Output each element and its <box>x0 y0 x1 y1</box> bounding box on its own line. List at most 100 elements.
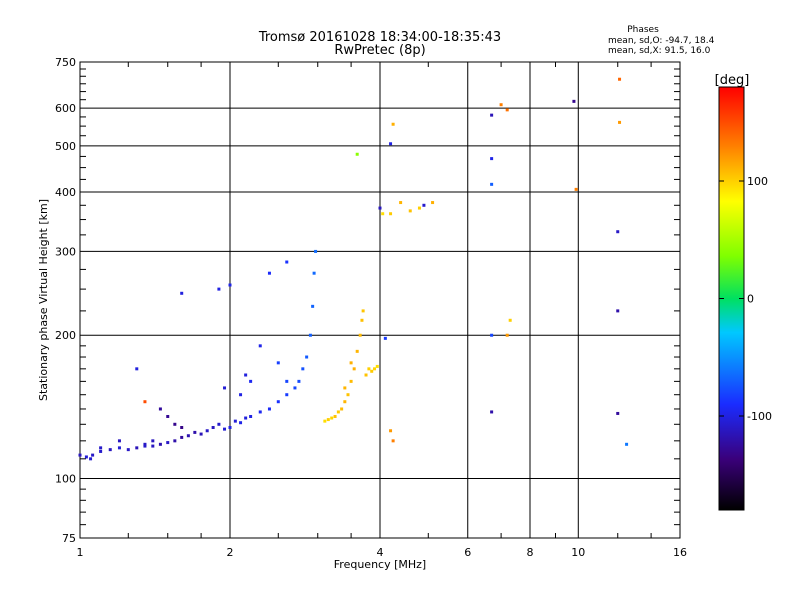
data-point <box>367 367 371 371</box>
y-tick-label: 500 <box>55 140 76 153</box>
data-point <box>217 287 221 291</box>
y-tick-label: 75 <box>62 532 76 545</box>
data-point <box>370 369 374 373</box>
data-point <box>490 113 494 117</box>
data-point <box>389 212 393 216</box>
data-point <box>297 379 301 383</box>
y-tick-label: 300 <box>55 245 76 258</box>
stats-heading: Phases <box>627 25 659 35</box>
data-point <box>293 386 297 390</box>
data-point <box>490 410 494 414</box>
data-point <box>361 309 365 313</box>
data-point <box>625 442 629 446</box>
data-point <box>249 414 253 418</box>
colorbar-tick-label: 100 <box>747 175 768 188</box>
colorbar-ticks: 100 0 -100 <box>719 175 772 423</box>
data-point <box>239 393 243 397</box>
y-axis-label: Stationary phase Virtual Height [km] <box>37 199 50 401</box>
data-point <box>381 212 385 216</box>
x-tick-label: 6 <box>464 546 471 559</box>
data-point <box>305 355 309 359</box>
data-point <box>618 77 622 81</box>
data-point <box>158 442 162 446</box>
data-point <box>205 429 209 433</box>
x-axis-label: Frequency [MHz] <box>334 558 426 571</box>
data-point <box>180 291 184 295</box>
data-point <box>355 152 359 156</box>
data-point <box>422 203 426 207</box>
x-tick-label: 16 <box>673 546 687 559</box>
data-point <box>173 439 177 443</box>
data-point <box>217 422 221 426</box>
data-point <box>499 103 503 107</box>
data-point <box>572 99 576 103</box>
chart-title: Tromsø 20161028 18:34:00-18:35:43 <box>258 30 501 45</box>
data-point <box>378 206 382 210</box>
data-point <box>223 427 227 431</box>
data-point <box>431 201 435 205</box>
data-point <box>89 457 93 461</box>
data-point <box>417 206 421 210</box>
data-point <box>389 142 393 146</box>
data-point <box>258 344 262 348</box>
data-point <box>108 448 112 452</box>
data-point <box>166 441 170 445</box>
data-point <box>211 425 215 429</box>
data-point <box>99 449 103 453</box>
data-point <box>151 444 155 448</box>
data-point <box>223 386 227 390</box>
data-point <box>314 249 318 253</box>
x-tick-label: 2 <box>227 546 234 559</box>
data-point <box>180 425 184 429</box>
data-point <box>244 373 248 377</box>
data-point <box>267 271 271 275</box>
data-point <box>490 182 494 186</box>
data-point <box>355 349 359 353</box>
x-tick-label: 1 <box>77 546 84 559</box>
y-tick-label: 400 <box>55 186 76 199</box>
data-point <box>323 419 327 423</box>
colorbar-tick-label: -100 <box>747 410 772 423</box>
data-point <box>505 333 509 337</box>
data-point <box>508 318 512 322</box>
data-point <box>173 422 177 426</box>
data-point <box>143 400 147 404</box>
data-point <box>618 120 622 124</box>
grid-lines <box>80 62 680 538</box>
chart-subtitle: RwPretec (8p) <box>334 43 425 58</box>
x-tick-labels: 1 2 4 6 8 10 16 <box>77 546 688 559</box>
data-point <box>228 425 232 429</box>
data-point <box>391 122 395 126</box>
x-tick-label: 8 <box>527 546 534 559</box>
stats-x-mode: mean, sd,X: 91.5, 16.0 <box>608 46 711 56</box>
data-point <box>285 260 289 264</box>
stats-o-mode: mean, sd,O: -94.7, 18.4 <box>608 36 715 46</box>
data-point <box>199 432 203 436</box>
data-point <box>312 271 316 275</box>
data-point <box>574 187 578 191</box>
data-point <box>358 333 362 337</box>
data-point <box>340 407 344 411</box>
data-point <box>373 367 377 371</box>
colorbar-tick-label: 0 <box>747 293 754 306</box>
data-point <box>143 444 147 448</box>
data-point <box>343 386 347 390</box>
data-point <box>166 414 170 418</box>
data-point <box>285 393 289 397</box>
data-point <box>301 367 305 371</box>
data-point <box>267 407 271 411</box>
data-point <box>135 446 139 450</box>
y-tick-label: 600 <box>55 102 76 115</box>
data-point <box>151 439 155 443</box>
data-point <box>616 309 620 313</box>
y-tick-label: 750 <box>55 56 76 69</box>
data-point <box>336 410 340 414</box>
data-point <box>228 283 232 287</box>
x-tick-label: 10 <box>571 546 585 559</box>
colorbar-label: [deg] <box>715 73 750 88</box>
data-point <box>349 361 353 365</box>
y-tick-labels: 75 100 200 300 400 500 600 750 <box>55 56 76 545</box>
data-point <box>244 416 248 420</box>
data-point <box>616 230 620 234</box>
data-point <box>308 333 312 337</box>
